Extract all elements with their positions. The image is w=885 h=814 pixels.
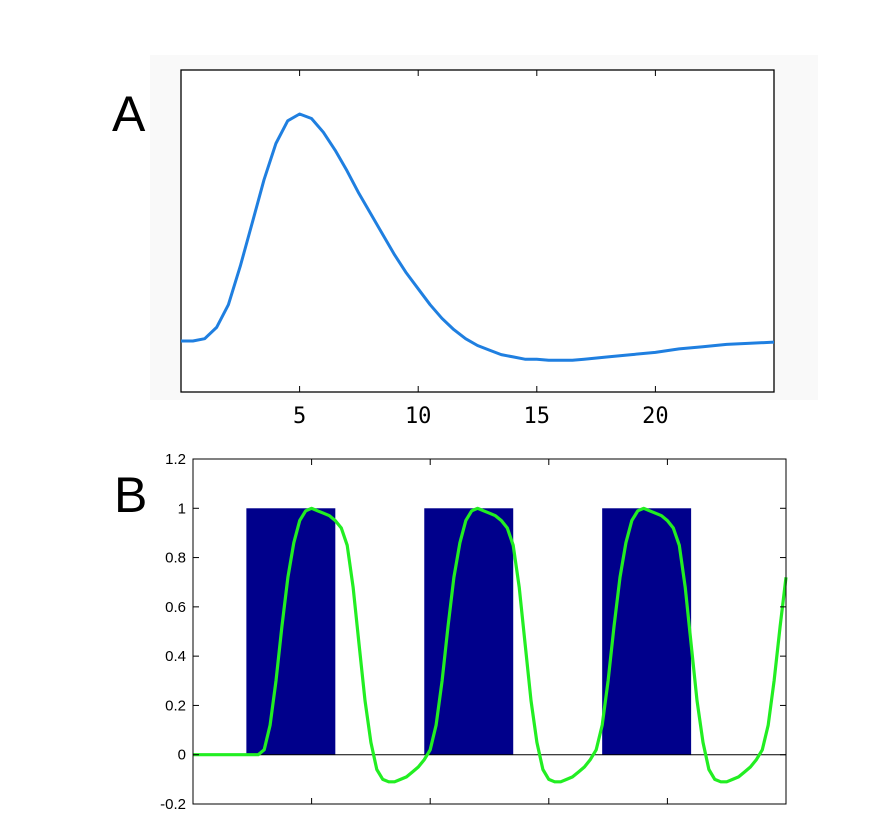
panel-a-label: A	[112, 86, 146, 142]
panel-b-ticks	[193, 458, 786, 805]
panel-b-chart: -0.2 0 0.2 0.4 0.6 0.8 1 1.2	[160, 451, 788, 813]
panel-a-x-tick-label: 5	[293, 404, 306, 429]
panel-b-stimulus-blocks	[246, 508, 692, 755]
panel-a-x-tick-label: 10	[405, 404, 432, 429]
panel-b-y-tick-label: 0.8	[165, 550, 186, 567]
panel-a-x-tick-label: 20	[642, 404, 669, 429]
panel-b-y-tick-label: 0.6	[165, 599, 186, 616]
panel-b-y-tick-label: 0	[178, 747, 186, 764]
panel-b-y-tick-label: 0.4	[165, 648, 186, 665]
panel-b-stimulus-block	[246, 508, 336, 755]
panel-a-chart: 5 10 15 20	[180, 69, 775, 429]
panel-b-axes-box	[192, 458, 787, 805]
panel-a-x-tick-label: 15	[524, 404, 551, 429]
panel-b-response-line	[193, 506, 788, 784]
panel-a-x-ticks	[299, 70, 656, 392]
panel-a-axes-box	[180, 69, 775, 393]
panel-b-y-tick-label: 1	[178, 500, 186, 517]
panel-a-x-tick-labels: 5 10 15 20	[293, 404, 669, 429]
panel-a-series-line	[181, 112, 775, 362]
panel-b-y-tick-label: -0.2	[160, 796, 186, 809]
panel-b-label: B	[114, 467, 147, 523]
panel-b-stimulus-block	[602, 508, 692, 755]
panel-b-y-tick-label: 1.2	[165, 451, 186, 468]
panel-b-y-tick-labels: -0.2 0 0.2 0.4 0.6 0.8 1 1.2	[160, 451, 186, 813]
panel-b-y-tick-label: 0.2	[165, 697, 186, 714]
